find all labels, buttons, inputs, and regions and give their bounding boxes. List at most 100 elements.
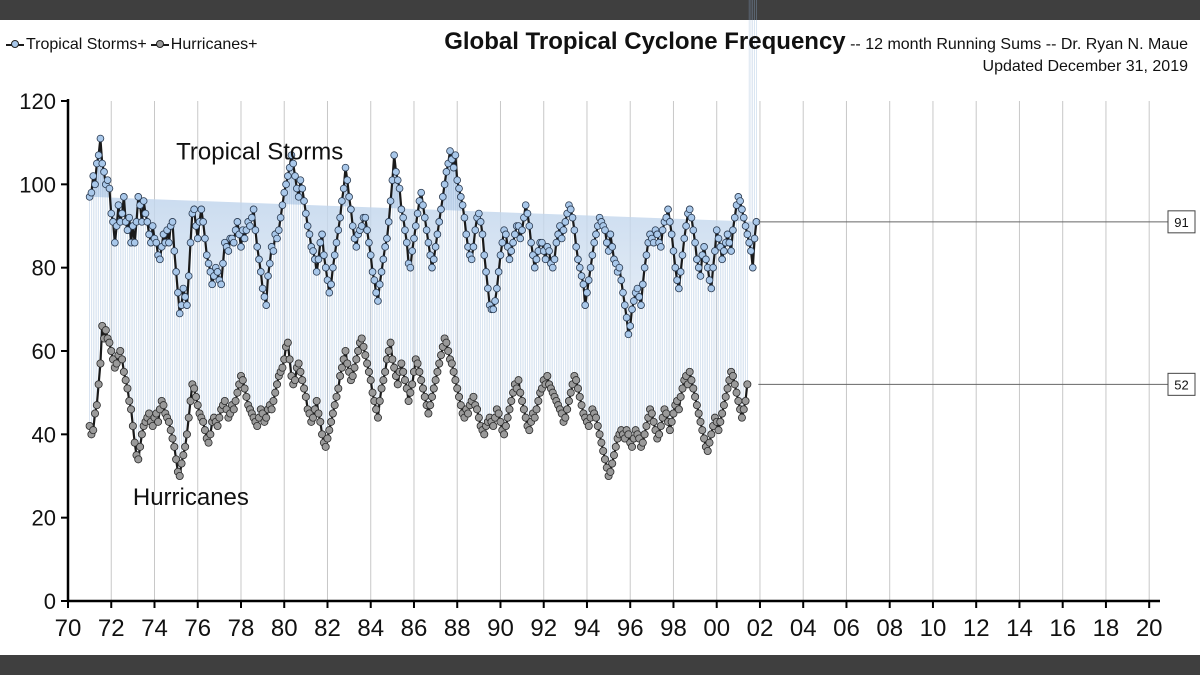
tropical-storm-point	[172, 268, 180, 276]
tropical-storm-point	[639, 280, 647, 289]
tropical-storm-point	[561, 218, 570, 226]
hurricane-point	[573, 384, 582, 393]
tropical-storm-point	[363, 226, 371, 234]
title-block: Global Tropical Cyclone Frequency -- 12 …	[444, 28, 1188, 76]
x-tick-label-08: 08	[876, 615, 903, 642]
hurricane-point	[364, 367, 373, 376]
tropical-storm-point	[87, 188, 96, 197]
hurricane-point	[698, 426, 707, 435]
tropical-storm-point	[545, 247, 553, 255]
hurricane-point	[599, 446, 608, 455]
tropical-storm-point	[275, 226, 283, 234]
hurricane-point	[229, 405, 238, 414]
tropical-storm-point	[341, 163, 350, 172]
y-tick-label-120: 120	[19, 89, 56, 114]
tropical-storm-point	[347, 205, 355, 214]
tropical-storm-point	[557, 234, 566, 243]
tropical-storm-point	[419, 201, 427, 209]
hurricane-point	[101, 326, 110, 335]
tropical-storm-point	[469, 243, 478, 251]
hurricane-point	[503, 413, 512, 422]
tropical-storm-point	[577, 272, 586, 280]
hurricane-point	[118, 355, 127, 364]
hurricane-point	[473, 405, 482, 414]
tropical-storm-point	[478, 230, 487, 239]
hurricane-point	[739, 405, 748, 414]
tropical-storm-point	[316, 238, 325, 247]
tropical-storm-point	[125, 213, 134, 222]
hurricane-point	[379, 376, 388, 385]
hurricane-point	[696, 417, 705, 426]
tropical-storm-point	[377, 268, 386, 276]
hurricane-point	[170, 442, 179, 451]
hurricane-point	[532, 405, 541, 414]
hurricane-point	[406, 388, 415, 397]
tropical-storm-point	[352, 243, 361, 251]
tropical-storm-point	[458, 201, 467, 209]
hurricane-point	[734, 396, 743, 405]
hurricane-point	[368, 388, 377, 397]
hurricane-point	[464, 409, 473, 418]
x-tick-label-98: 98	[660, 615, 687, 642]
tropical-storm-point	[570, 226, 579, 234]
hurricane-point	[694, 409, 703, 418]
hurricane-point	[494, 409, 503, 418]
tropical-storm-point	[181, 293, 189, 301]
tropical-storm-point	[361, 213, 370, 222]
tropical-storm-point	[320, 251, 328, 259]
hurricane-point	[534, 396, 543, 405]
tropical-storm-point	[262, 301, 271, 309]
tropical-storm-point	[143, 218, 152, 226]
hurricane-point	[575, 392, 584, 401]
hurricane-point	[327, 417, 336, 426]
tropical-storm-point	[689, 226, 698, 234]
tropical-storm-point	[523, 209, 532, 218]
hurricane-point	[543, 371, 552, 380]
hurricane-point	[200, 426, 209, 435]
tropical-storm-point	[460, 213, 469, 222]
tropical-storm-point	[229, 238, 238, 247]
hurricane-point	[271, 388, 280, 397]
tropical-storm-point	[476, 218, 485, 226]
tropical-storm-point	[103, 176, 112, 184]
hurricane-point	[714, 426, 723, 435]
hurricane-point	[283, 338, 292, 347]
tropical-storm-point	[439, 193, 447, 201]
hurricane-point	[112, 359, 121, 368]
hurricane-point	[262, 413, 271, 422]
hurricane-point	[242, 392, 251, 401]
tropical-storm-point	[96, 134, 105, 143]
x-tick-label-88: 88	[444, 615, 471, 642]
hurricane-point	[530, 413, 539, 422]
hurricane-point	[390, 363, 399, 372]
chart-title: Global Tropical Cyclone Frequency	[444, 28, 846, 55]
hurricane-point	[316, 417, 325, 426]
tropical-storm-point	[248, 213, 256, 222]
tropical-storm-point	[480, 251, 489, 259]
tropical-storm-point	[745, 238, 753, 247]
hurricane-point	[455, 392, 464, 401]
tropical-storm-point	[633, 284, 642, 293]
hurricane-point	[480, 430, 489, 439]
x-tick-label-20: 20	[1136, 615, 1163, 642]
tropical-storm-point	[368, 268, 377, 276]
hurricane-point	[655, 430, 664, 439]
tropical-storm-point	[428, 263, 436, 272]
tropical-storm-point	[224, 247, 233, 255]
tropical-storm-point	[393, 176, 402, 184]
hurricane-point	[373, 413, 382, 422]
tropical-storm-point	[743, 230, 752, 239]
tropical-storm-point	[260, 293, 269, 301]
hurricane-point	[732, 388, 741, 397]
y-tick-label-100: 100	[19, 172, 56, 197]
tropical-storm-point	[682, 222, 690, 230]
hurricane-point	[123, 384, 132, 393]
hurricane-point	[404, 396, 413, 405]
tropical-storm-point	[156, 255, 164, 264]
tropical-storm-point	[581, 301, 589, 309]
tropical-storm-point	[628, 305, 636, 314]
tropical-storm-point	[505, 255, 514, 264]
tropical-storm-point	[329, 263, 337, 272]
tropical-storm-point	[327, 280, 335, 289]
